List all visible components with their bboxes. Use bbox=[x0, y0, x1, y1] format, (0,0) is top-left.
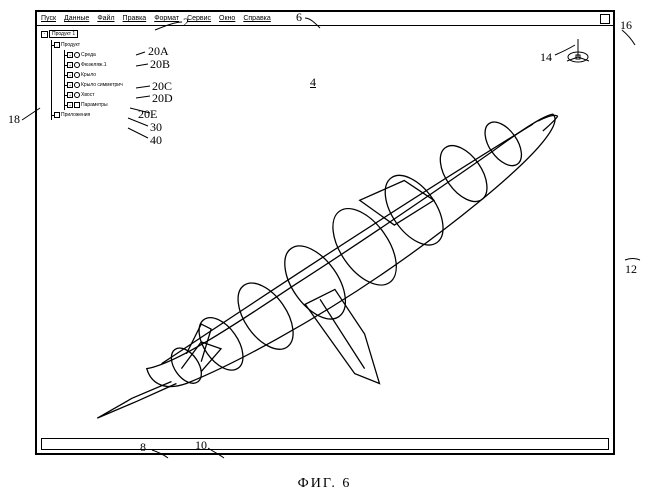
window-frame: Пуск Данные Файл Правка Формат Сервис Ок… bbox=[35, 10, 615, 455]
ref-2: 2 bbox=[183, 15, 189, 30]
menu-edit[interactable]: Правка bbox=[123, 15, 147, 22]
viewport-3d[interactable] bbox=[37, 27, 613, 433]
ref-4: 4 bbox=[310, 75, 316, 90]
compass-gizmo[interactable] bbox=[563, 35, 593, 65]
menu-window[interactable]: Окно bbox=[219, 15, 235, 22]
ref-12: 12 bbox=[625, 262, 637, 277]
menu-format[interactable]: Формат bbox=[154, 15, 179, 22]
menu-data[interactable]: Данные bbox=[64, 15, 89, 22]
window-control-icon[interactable] bbox=[600, 14, 610, 24]
menubar: Пуск Данные Файл Правка Формат Сервис Ок… bbox=[37, 12, 613, 26]
ref-40: 40 bbox=[150, 133, 162, 148]
menu-service[interactable]: Сервис bbox=[187, 15, 211, 22]
ref-20B: 20B bbox=[150, 57, 170, 72]
aircraft-model bbox=[37, 27, 613, 433]
ref-10: 10 bbox=[195, 438, 207, 453]
menu-file[interactable]: Файл bbox=[97, 15, 114, 22]
menu-help[interactable]: Справка bbox=[243, 15, 270, 22]
figure-label: ФИГ. 6 bbox=[298, 476, 352, 492]
ref-20D: 20D bbox=[152, 91, 173, 106]
menu-start[interactable]: Пуск bbox=[41, 15, 56, 22]
ref-6: 6 bbox=[296, 10, 302, 25]
statusbar bbox=[41, 438, 609, 450]
ref-18: 18 bbox=[8, 112, 20, 127]
ref-14: 14 bbox=[540, 50, 552, 65]
ref-16: 16 bbox=[620, 18, 632, 33]
ref-8: 8 bbox=[140, 440, 146, 455]
